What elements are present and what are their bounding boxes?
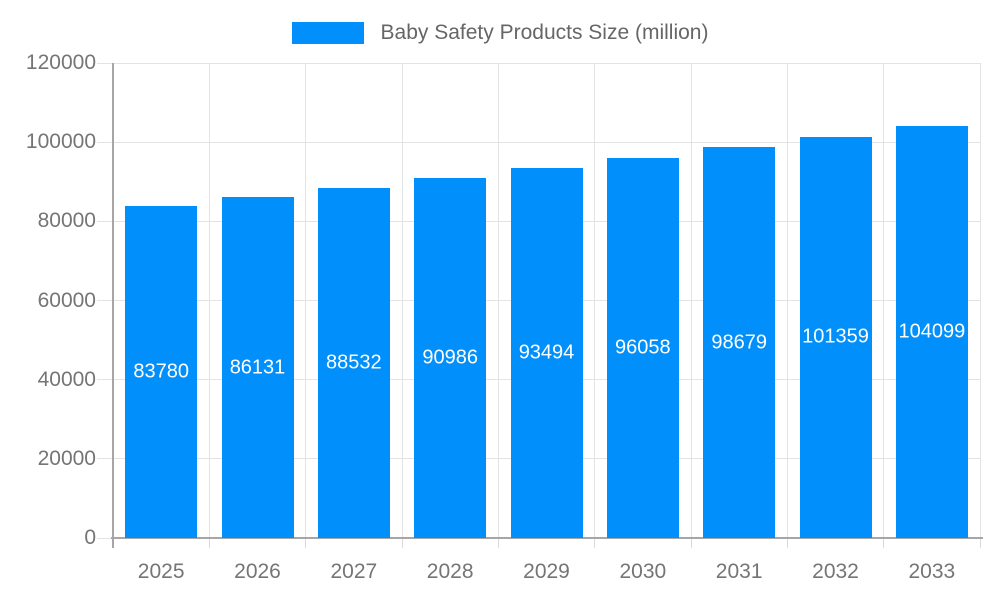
x-axis-tick — [208, 538, 210, 548]
y-tick-label: 80000 — [37, 209, 96, 233]
bar — [703, 147, 776, 538]
gridline-vertical — [979, 63, 981, 538]
y-axis-tick — [97, 537, 113, 539]
bar-value-label: 96058 — [615, 336, 671, 359]
bar-value-label: 86131 — [229, 356, 286, 379]
y-tick-label: 60000 — [37, 288, 96, 312]
x-axis-tick — [401, 538, 403, 548]
bar-value-label: 98679 — [711, 331, 767, 354]
bar-value-label: 104099 — [898, 320, 966, 343]
x-tick-label: 2032 — [812, 560, 859, 583]
y-axis-tick — [97, 458, 113, 460]
y-axis-tick — [97, 141, 113, 143]
gridline-horizontal — [113, 141, 980, 143]
gridline-vertical — [690, 63, 692, 538]
x-tick-label: 2028 — [426, 560, 474, 583]
x-tick-label: 2025 — [137, 560, 185, 583]
y-axis-tick — [97, 379, 113, 381]
gridline-vertical — [497, 63, 499, 538]
x-axis-tick — [786, 538, 788, 548]
bar — [510, 167, 583, 538]
gridline-horizontal — [113, 62, 980, 64]
y-tick-label: 100000 — [25, 130, 96, 154]
gridline-vertical — [401, 63, 403, 538]
y-tick-label: 0 — [84, 526, 96, 549]
bar-value-label: 101359 — [802, 325, 869, 348]
x-tick-label: 2026 — [234, 560, 281, 583]
bar — [414, 177, 487, 538]
bar — [221, 197, 294, 538]
y-tick-label: 20000 — [37, 446, 96, 470]
x-tick-label: 2031 — [715, 560, 763, 583]
x-axis-tick — [979, 538, 981, 548]
x-tick-label: 2029 — [523, 560, 570, 583]
y-axis-tick — [97, 300, 113, 301]
x-axis-tick — [497, 538, 499, 548]
x-axis-line — [111, 537, 983, 539]
bar — [125, 206, 198, 538]
bar-value-label: 88532 — [326, 351, 382, 374]
y-axis-tick — [97, 220, 113, 222]
y-tick-label: 120000 — [25, 51, 96, 74]
bar — [317, 187, 390, 538]
bar — [799, 136, 872, 538]
y-axis-tick — [97, 62, 113, 64]
x-tick-label: 2030 — [619, 560, 667, 583]
gridline-vertical — [594, 63, 596, 538]
x-axis-tick — [594, 538, 596, 548]
y-tick-label: 40000 — [37, 367, 96, 391]
gridline-vertical — [208, 63, 210, 538]
gridline-vertical — [305, 63, 307, 538]
gridline-vertical — [883, 63, 885, 538]
bar — [895, 125, 968, 538]
x-tick-label: 2027 — [330, 560, 378, 583]
bar-value-label: 90986 — [422, 346, 478, 369]
bar-value-label: 83780 — [133, 360, 189, 383]
legend[interactable]: Baby Safety Products Size (million) — [0, 18, 1000, 48]
x-axis-tick — [305, 538, 307, 548]
x-axis-tick — [690, 538, 692, 548]
x-axis-tick — [883, 538, 885, 548]
legend-label: Baby Safety Products Size (million) — [380, 21, 709, 44]
x-tick-label: 2033 — [908, 560, 956, 583]
bar — [606, 157, 679, 538]
bar-value-label: 93494 — [518, 341, 575, 364]
legend-swatch-icon — [291, 22, 364, 44]
y-axis-line — [112, 63, 114, 548]
gridline-vertical — [786, 63, 788, 538]
